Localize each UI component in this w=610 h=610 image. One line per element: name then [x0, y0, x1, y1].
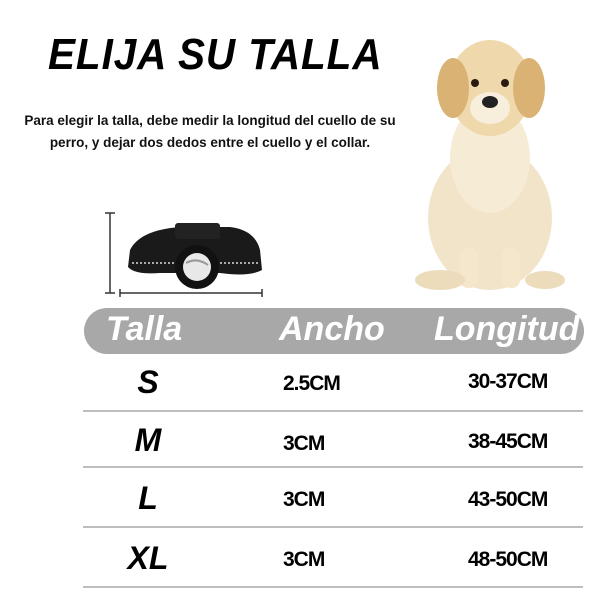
collar-image [105, 212, 263, 297]
size-cell: L [138, 480, 158, 516]
header-ancho: Ancho [279, 310, 385, 348]
ancho-cell: 2.5CM [283, 372, 341, 395]
longitud-cell: 43-50CM [468, 488, 548, 511]
ancho-cell: 3CM [283, 548, 325, 571]
longitud-cell: 38-45CM [468, 430, 548, 453]
row-divider [83, 410, 583, 412]
row-divider [83, 526, 583, 528]
row-divider [83, 466, 583, 468]
table-row: M 3CM 38-45CM [83, 412, 583, 468]
header-talla: Talla [106, 310, 183, 348]
ancho-cell: 3CM [283, 432, 325, 455]
table-row: XL 3CM 48-50CM [83, 528, 583, 588]
size-cell: S [137, 364, 159, 400]
longitud-cell: 30-37CM [468, 370, 548, 393]
longitud-cell: 48-50CM [468, 548, 548, 571]
size-cell: M [134, 422, 162, 458]
ancho-cell: 3CM [283, 488, 325, 511]
puppy-image [415, 40, 565, 290]
table-row: S 2.5CM 30-37CM [83, 354, 583, 412]
instructions-text: Para elegir la talla, debe medir la long… [24, 113, 396, 150]
header-longitud: Longitud [434, 310, 580, 348]
row-divider [83, 586, 583, 588]
table-row: L 3CM 43-50CM [83, 468, 583, 528]
table-header: Talla Ancho Longitud [84, 308, 584, 354]
size-cell: XL [127, 540, 169, 576]
page-title: ELIJA SU TALLA [48, 30, 383, 79]
